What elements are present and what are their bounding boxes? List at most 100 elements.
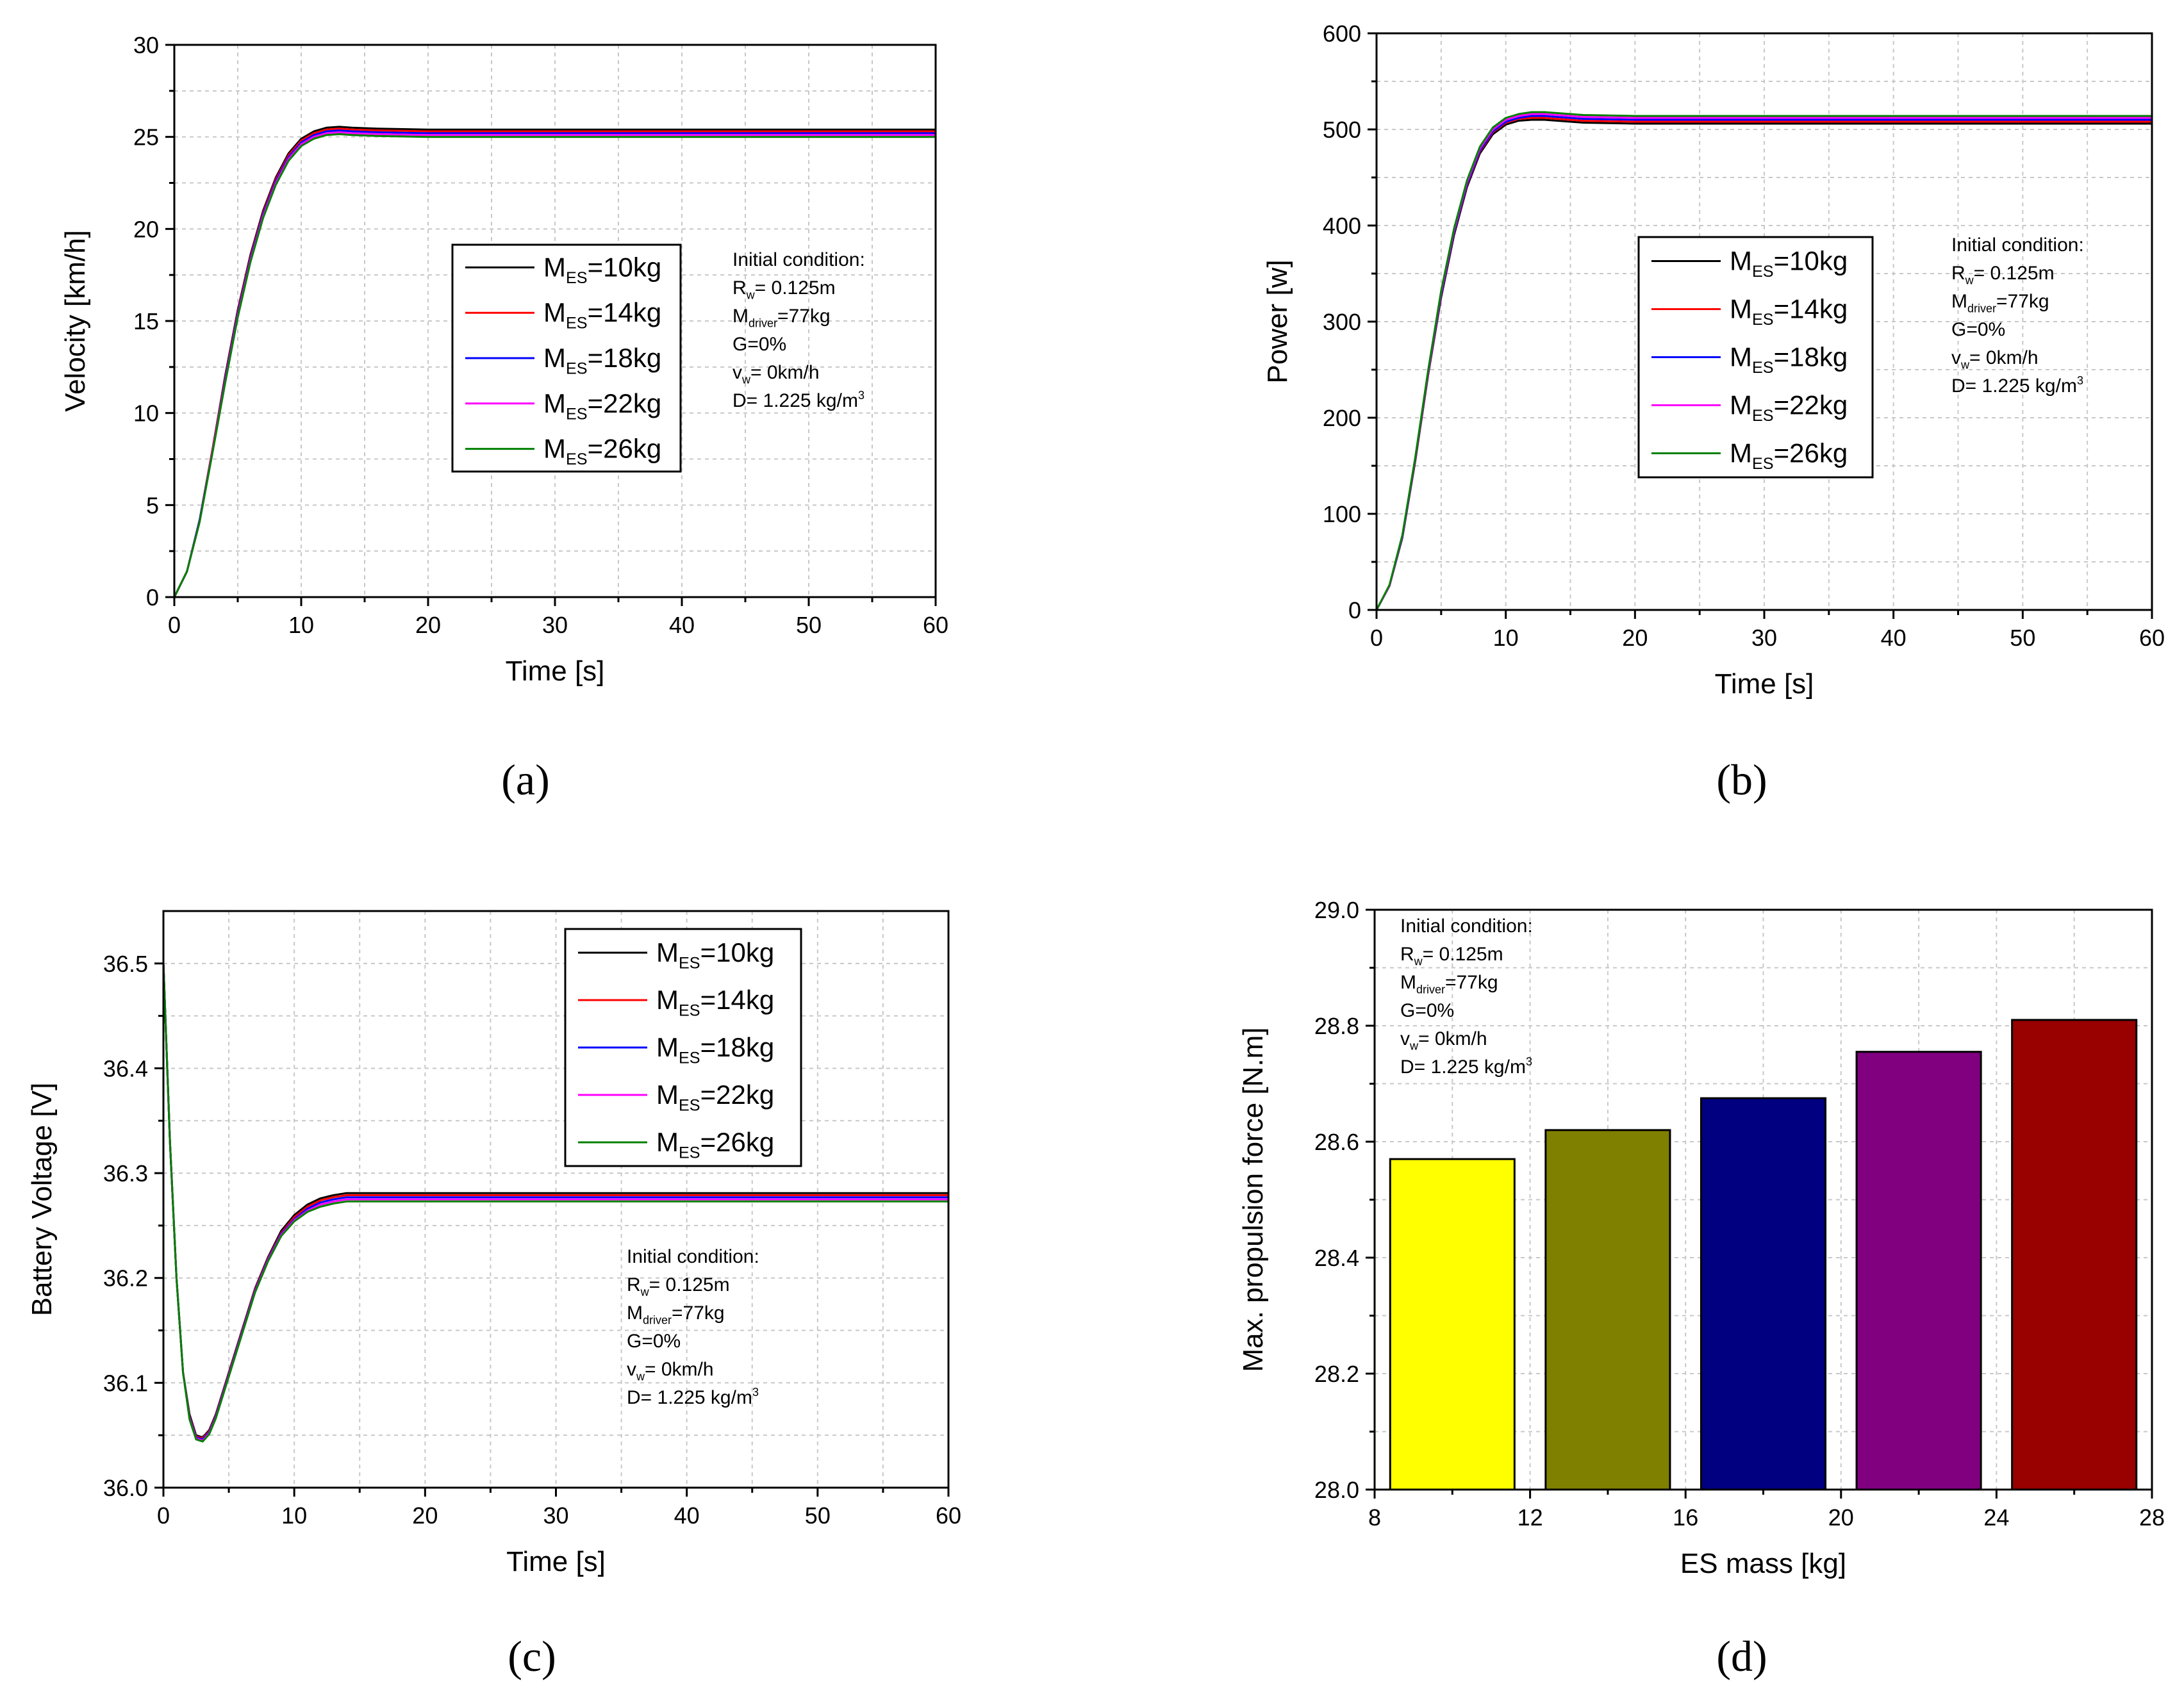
y-tick-label: 200 [1323, 405, 1361, 431]
x-tick-label: 40 [669, 612, 695, 638]
y-tick-label: 28.6 [1314, 1129, 1359, 1155]
y-tick-label: 500 [1323, 117, 1361, 143]
x-tick-label: 20 [1828, 1504, 1854, 1531]
panel-label: (b) [1716, 755, 1767, 804]
legend-label: MES=10kg [1730, 246, 1848, 281]
x-tick-label: 10 [281, 1502, 307, 1529]
condition-line: G=0% [732, 334, 786, 355]
condition-line: vw= 0km/h [732, 362, 820, 386]
y-tick-label: 28.2 [1314, 1361, 1359, 1387]
y-tick-label: 30 [133, 32, 159, 58]
condition-line: G=0% [1400, 1000, 1454, 1021]
condition-line: Mdriver=77kg [1951, 291, 2049, 315]
condition-line: Mdriver=77kg [1400, 972, 1498, 996]
y-axis-title: Velocity [km/h] [60, 230, 91, 412]
condition-line: Rw= 0.125m [732, 277, 836, 302]
plot-frame [173, 44, 937, 598]
bar [1700, 1097, 1827, 1491]
x-tick-label: 0 [168, 612, 181, 638]
legend-label: MES=26kg [656, 1127, 774, 1162]
y-tick-label: 29.0 [1314, 897, 1359, 923]
x-tick-label: 50 [796, 612, 822, 638]
condition-line: vw= 0km/h [627, 1359, 714, 1383]
y-tick-label: 400 [1323, 213, 1361, 239]
series-group [163, 963, 948, 1443]
y-tick-label: 15 [133, 308, 159, 334]
y-tick-label: 28.4 [1314, 1245, 1359, 1271]
chart-a: 0 10 20 30 40 50 60 0 5 10 15 20 25 30 Time [s] Velocit… [60, 32, 948, 804]
x-tick-label: 16 [1673, 1504, 1698, 1531]
y-tick-label: 100 [1323, 501, 1361, 527]
condition-line: vw= 0km/h [1400, 1028, 1487, 1053]
y-tick-label: 25 [133, 124, 159, 151]
y-tick-label: 0 [146, 584, 159, 611]
x-tick-label: 40 [1881, 625, 1907, 651]
series-line [163, 963, 948, 1443]
x-axis-title: Time [s] [1715, 668, 1814, 700]
y-tick-label: 20 [133, 216, 159, 242]
y-tick-label: 10 [133, 400, 159, 427]
condition-line: G=0% [627, 1331, 681, 1352]
condition-line: D= 1.225 kg/m3 [1951, 374, 2083, 397]
bar [1389, 1158, 1516, 1491]
condition-line: D= 1.225 kg/m3 [1400, 1055, 1532, 1078]
condition-line: D= 1.225 kg/m3 [732, 389, 864, 411]
y-tick-label: 600 [1323, 21, 1361, 47]
legend-label: MES=10kg [656, 937, 774, 973]
x-tick-label: 10 [288, 612, 314, 638]
y-tick-label: 36.5 [103, 951, 148, 977]
condition-line: Rw= 0.125m [1400, 944, 1503, 968]
plot-frame [1373, 908, 2153, 1491]
x-tick-label: 12 [1518, 1504, 1543, 1531]
panel-label: (d) [1716, 1632, 1767, 1680]
y-tick-label: 28.0 [1314, 1477, 1359, 1503]
y-tick-label: 300 [1323, 309, 1361, 335]
x-tick-label: 10 [1493, 625, 1519, 651]
condition-line: vw= 0km/h [1951, 347, 2039, 372]
condition-line: Mdriver=77kg [627, 1302, 725, 1327]
x-tick-label: 20 [1622, 625, 1648, 651]
x-tick-label: 20 [415, 612, 441, 638]
x-tick-label: 50 [805, 1502, 831, 1529]
legend-label: MES=22kg [656, 1080, 774, 1115]
condition-line: D= 1.225 kg/m3 [627, 1386, 759, 1408]
x-axis-title: Time [s] [506, 655, 605, 687]
x-tick-label: 30 [1751, 625, 1777, 651]
x-tick-label: 50 [2010, 625, 2035, 651]
conditions-title: Initial condition: [1400, 916, 1533, 937]
y-axis-title: Power [w] [1262, 259, 1293, 383]
condition-line: Mdriver=77kg [732, 306, 831, 330]
legend-label: MES=26kg [1730, 438, 1848, 473]
legend-label: MES=14kg [543, 297, 661, 333]
y-tick-label: 36.0 [103, 1475, 148, 1501]
bar [2011, 1019, 2138, 1491]
y-tick-label: 28.8 [1314, 1013, 1359, 1039]
y-tick-label: 36.2 [103, 1265, 148, 1292]
chart-c: 0 10 20 30 40 50 60 36.0 36.1 36.2 36.3 36.4 36.5 Tim… [26, 910, 961, 1680]
x-tick-label: 40 [674, 1502, 700, 1529]
x-tick-label: 0 [1370, 625, 1383, 651]
plot-frame [162, 910, 950, 1489]
panel-label: (c) [508, 1632, 556, 1680]
x-tick-label: 20 [412, 1502, 438, 1529]
legend-label: MES=14kg [1730, 294, 1848, 329]
x-tick-label: 28 [2139, 1504, 2165, 1531]
x-tick-label: 30 [543, 1502, 568, 1529]
x-tick-label: 0 [157, 1502, 170, 1529]
legend-label: MES=22kg [543, 388, 661, 423]
x-tick-label: 60 [2139, 625, 2165, 651]
series-line [174, 133, 936, 597]
y-axis-title: Max. propulsion force [N.m] [1237, 1028, 1269, 1372]
condition-line: Rw= 0.125m [627, 1274, 730, 1299]
series-line [1377, 111, 2152, 610]
legend-label: MES=18kg [656, 1032, 774, 1067]
legend-label: MES=18kg [543, 343, 661, 378]
legend-label: MES=26kg [543, 434, 661, 469]
legend-label: MES=14kg [656, 985, 774, 1020]
condition-line: G=0% [1951, 319, 2005, 340]
chart-d: 8 12 16 20 24 28 28.0 28.2 28.4 28.6 28.8 29.0 ES ma… [1237, 897, 2165, 1680]
legend-label: MES=10kg [543, 252, 661, 287]
y-tick-label: 36.1 [103, 1370, 148, 1396]
